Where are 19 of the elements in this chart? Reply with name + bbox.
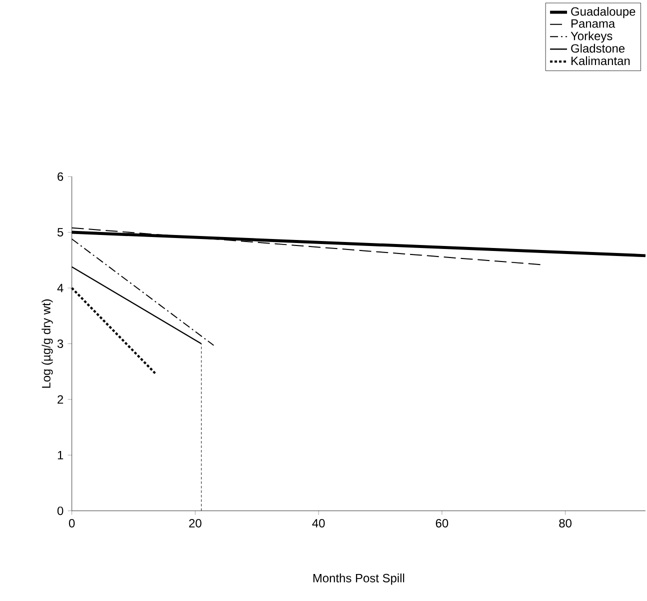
y-tick-label: 1 [58,451,64,460]
y-tick-label: 6 [58,172,64,182]
legend-label: Kalimantan [571,56,630,66]
x-tick-label: 40 [312,519,325,528]
y-tick-label: 3 [57,340,64,348]
y-tick-label: 0 [57,506,64,516]
x-tick-label: 60 [436,519,448,528]
y-tick-label: 4 [57,284,64,292]
x-tick-label: 80 [559,519,572,528]
legend-label: Panama [571,20,616,28]
y-tick-label: 5 [57,228,64,237]
x-axis-title: Months Post Spill [313,574,404,585]
legend-label: Yorkeys [570,32,612,43]
legend-label: Guadaloupe [571,7,636,18]
y-axis-title: Log (µg/g dry wt) [42,300,53,388]
x-tick-label: 20 [189,519,202,528]
legend-label: Gladstone [571,44,625,53]
x-tick-label: 0 [68,519,75,528]
y-tick-label: 2 [58,395,64,404]
